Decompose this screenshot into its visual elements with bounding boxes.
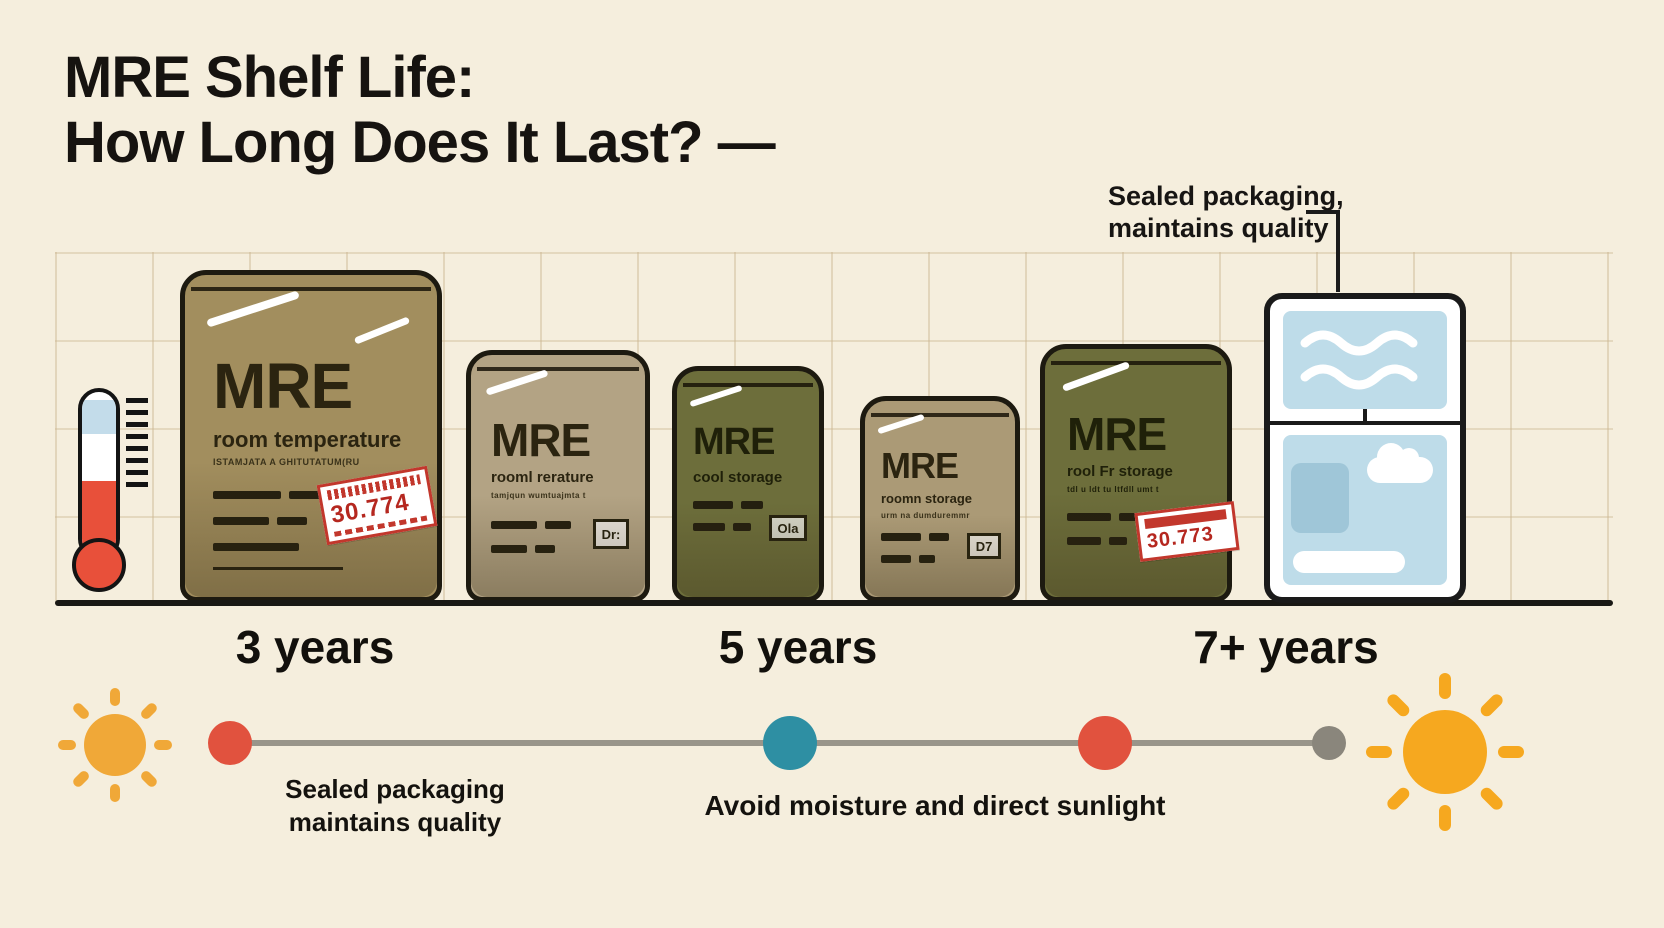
pouch-fineprint: ISTAMJATA A GHITUTATUM(RU [213,457,360,467]
ground-baseline [55,600,1613,606]
pouch-subtitle: roomn storage [881,491,973,506]
caption-left-line-1: Sealed packaging [285,774,505,804]
sun-core [1403,710,1487,794]
date-stamp: 30.773 [1134,501,1240,562]
pouch-highlight [485,369,549,396]
pouch-fineprint: urm na dumduremmr [881,511,970,520]
cloud-icon [1367,443,1433,483]
timeline-dot-red-2 [1078,716,1132,770]
pouch-subtitle: rool Fr storage [1067,463,1173,480]
timeline-dot-gray [1312,726,1346,760]
thermometer-icon [78,388,120,560]
pouch-highlight [689,384,743,408]
mre-pouch-room-temperature-medium: MRE rooml rerature tamjqun wumtuajmta t … [466,350,650,602]
pouch-subtitle: rooml rerature [491,469,594,486]
fridge-handle [1363,409,1367,423]
pouch-brand-label: MRE [213,350,353,422]
barcode-dashes [881,555,935,563]
callout-line-1: Sealed packaging, [1108,181,1344,211]
pouch-fineprint: tamjqun wumtuajmta t [491,491,586,500]
mre-pouch-room-storage-small: MRE roomn storage urm na dumduremmr D7 [860,396,1020,602]
barcode-dashes [213,517,307,525]
pouch-brand-label: MRE [693,421,775,463]
freezer-waves-icon [1300,330,1418,390]
refrigerator-icon [1264,293,1466,603]
pouch-info-box: D7 [967,533,1001,559]
barcode-dashes [881,533,949,541]
callout-connector-horizontal [1306,210,1340,214]
barcode-dashes [693,501,763,509]
year-label-5: 5 years [718,621,878,673]
pouch-subtitle: room temperature [213,427,402,452]
pouch-fineprint: tdl u ldt tu ltfdll umt t [1067,485,1160,494]
pouch-divider-line [213,567,343,570]
barcode-dashes [693,523,751,531]
pouch-info-box: Dr: [593,519,629,549]
pouch-highlight [1061,361,1131,392]
title-line-1: MRE Shelf Life: [64,45,475,110]
pouch-brand-label: MRE [491,414,591,466]
barcode-dashes [213,491,329,499]
mre-pouch-room-temperature-large: MRE room temperature ISTAMJATA A GHITUTA… [180,270,442,602]
caption-sealed-packaging: Sealed packaging maintains quality [285,773,505,838]
barcode-dashes [1067,537,1127,545]
callout-text: Sealed packaging, maintains quality [1108,180,1344,245]
barcode-dashes [491,521,571,529]
pouch-highlight [206,290,300,328]
barcode-dashes [213,543,299,551]
callout-line-2: maintains quality [1108,213,1329,244]
caption-left-line-2: maintains quality [288,806,502,837]
fridge-door-divider [1264,421,1466,425]
sun-core [84,714,146,776]
callout-connector-vertical [1336,210,1340,292]
thermometer-scale-ticks [126,398,148,490]
mre-pouch-cool-storage-stamped: MRE rool Fr storage tdl u ldt tu ltfdll … [1040,344,1240,602]
timeline-dot-red-1 [208,721,252,765]
thermometer-bulb [72,538,126,592]
caption-avoid-moisture: Avoid moisture and direct sunlight [704,790,1166,821]
fridge-shelf-bar [1293,551,1405,573]
title-line-2: How Long Does It Last? — [64,109,776,175]
fridge-compartment [1283,435,1447,585]
date-stamp: 30.774 [316,465,438,546]
timeline-dot-teal [763,716,817,770]
pouch-brand-label: MRE [881,445,959,486]
year-label-7plus: 7+ years [1193,621,1379,673]
pouch-highlight [353,316,411,345]
freezer-compartment [1283,311,1447,409]
barcode-dashes [491,545,555,553]
thermometer-cold-segment [82,400,116,434]
pouch-highlight [877,413,925,435]
pouch-brand-label: MRE [1067,408,1167,460]
barcode-dashes [1067,513,1143,521]
pouch-subtitle: cool storage [693,469,783,486]
year-label-3: 3 years [235,621,395,673]
pouch-info-box: Ola [769,515,807,541]
mre-pouch-cool-storage: MRE cool storage Ola [672,366,824,602]
fridge-panel-shape [1291,463,1349,533]
page-title: MRE Shelf Life: How Long Does It Last? — [64,45,776,176]
